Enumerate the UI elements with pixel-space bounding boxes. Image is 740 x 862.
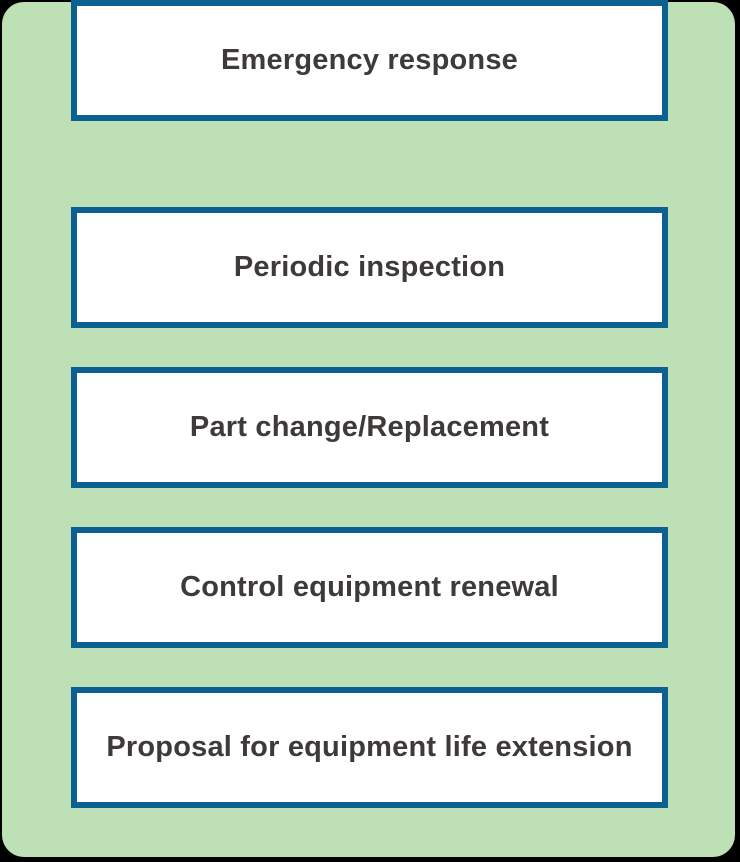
flow-box-control-equipment-renewal: Control equipment renewal [71,527,668,648]
flow-box-label: Control equipment renewal [180,571,559,603]
flow-box-label: Proposal for equipment life extension [106,731,633,763]
flow-box-part-change-replacement: Part change/Replacement [71,367,668,488]
flow-box-proposal-life-extension: Proposal for equipment life extension [71,687,668,808]
flow-box-periodic-inspection: Periodic inspection [71,207,668,328]
flow-box-label: Part change/Replacement [189,411,550,443]
flow-box-emergency-response: Emergency response [71,0,668,121]
flow-box-label: Emergency response [221,44,518,76]
flow-box-label: Periodic inspection [233,251,506,283]
